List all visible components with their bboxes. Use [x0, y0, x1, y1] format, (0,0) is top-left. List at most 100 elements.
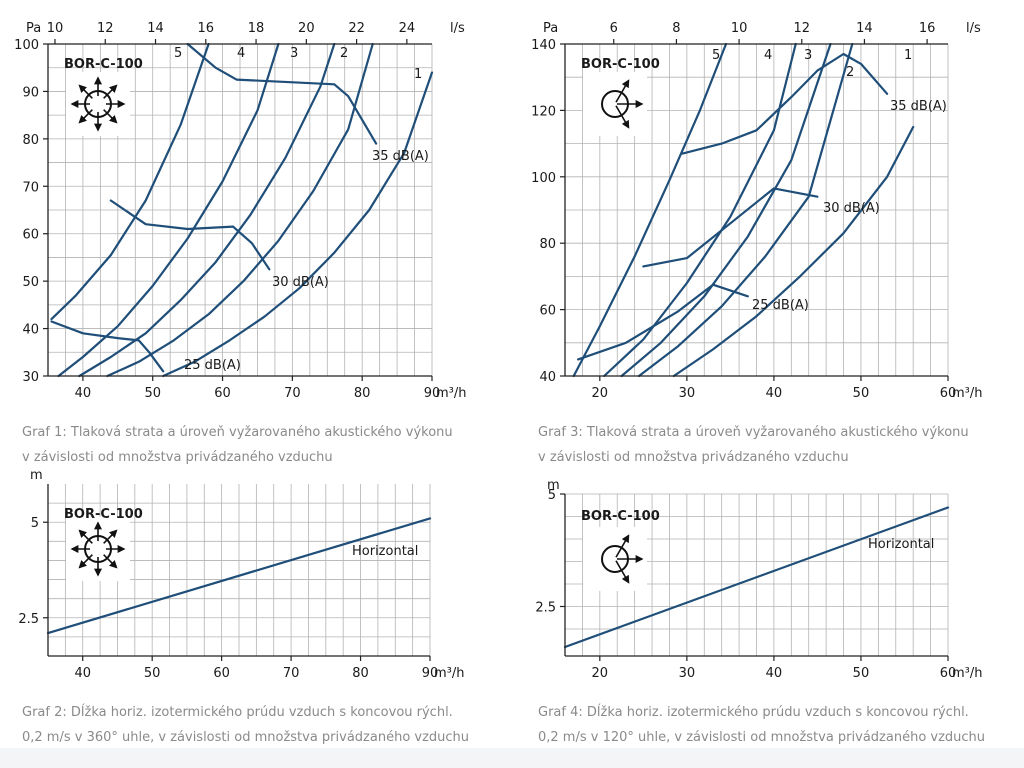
graf3-y-tick-label: 80	[539, 237, 556, 252]
graf3-x2-axis-label: l/s	[966, 21, 981, 36]
graf3-arrow-0	[615, 79, 630, 103]
graf1-y-tick-label: 80	[22, 133, 39, 148]
graf1-y-tick-label: 90	[22, 85, 39, 100]
graf1-y-tick-label: 50	[22, 275, 39, 290]
graf3-y-tick-label: 40	[539, 370, 556, 385]
graf2-y-tick-label: 5	[31, 516, 39, 531]
graf2-arrow-5	[78, 529, 93, 544]
graf4-x-axis-label: m³/h	[952, 666, 983, 681]
caption-graf3-line1: Graf 3: Tlaková strata a úroveň vyžarova…	[538, 425, 969, 440]
graf3-series-3	[603, 42, 797, 378]
graf3-annotation: 35 dB(A)	[890, 99, 947, 114]
graf2-arrow-3	[78, 554, 93, 569]
caption-graf2-line2: 0,2 m/s v 360° uhle, v závislosti od mno…	[22, 730, 470, 745]
graf3-series-6	[642, 187, 819, 268]
graf1-y-axis-label: Pa	[26, 21, 41, 36]
graf2-product-label: BOR-C-100	[64, 507, 143, 522]
graf3-x2-tick-label: 12	[793, 21, 810, 36]
graf2-y-axis-label: m	[30, 468, 43, 483]
graf3-annotation: 2	[846, 65, 854, 80]
graf3-y-tick-label: 120	[531, 104, 556, 119]
graf2-x-tick-label: 70	[283, 666, 300, 681]
graf1-series-5	[109, 199, 235, 231]
graf1-x2-tick-label: 14	[147, 21, 164, 36]
graf1-x-tick-label: 50	[144, 386, 161, 401]
graf4-arrow-2	[615, 560, 630, 584]
graf2-arrow-7	[103, 529, 118, 544]
graf1-x2-tick-label: 16	[198, 21, 215, 36]
graf1-y-tick-label: 70	[22, 180, 39, 195]
graf1-x2-tick-label: 10	[47, 21, 64, 36]
graf1-series-7	[186, 42, 378, 145]
graf1-annotation: 4	[237, 46, 245, 61]
graf1-x-axis-label: m³/h	[436, 386, 467, 401]
diffuser-arrows-360-icon	[66, 517, 130, 581]
graf1-arrow-5	[78, 84, 93, 99]
graf4-series-0	[563, 506, 950, 649]
graf2-x-tick-label: 60	[213, 666, 230, 681]
graf3-x-tick-label: 40	[766, 386, 783, 401]
graf3-x-tick-label: 60	[940, 386, 957, 401]
graf1-annotation: 5	[174, 46, 182, 61]
graf1-series-3	[57, 42, 280, 378]
graf1-x2-tick-label: 18	[248, 21, 265, 36]
graf3-product-label: BOR-C-100	[581, 57, 660, 72]
graf3-series-7	[576, 283, 749, 361]
graf1-annotation: 30 dB(A)	[272, 275, 329, 290]
graf1-series-6	[231, 225, 271, 271]
graf3-series-2	[620, 42, 832, 378]
diffuser-arrows-360-icon	[66, 72, 130, 136]
graf2-x-tick-label: 90	[422, 666, 439, 681]
graf3-x-axis-label: m³/h	[952, 386, 983, 401]
graf1-annotation: 1	[414, 67, 422, 82]
graf3-series-1	[637, 42, 854, 378]
caption-graf4-line1: Graf 4: Dĺžka horiz. izotermického prúdu…	[538, 705, 969, 720]
graf4-x-tick-label: 60	[940, 666, 957, 681]
graf3-annotation: 25 dB(A)	[752, 298, 809, 313]
caption-graf3-line2: v závislosti od množstva privádzaného vz…	[538, 450, 849, 465]
graf1-x-tick-label: 70	[284, 386, 301, 401]
graf3-series-0	[672, 125, 915, 378]
caption-graf4: Graf 4: Dĺžka horiz. izotermického prúdu…	[538, 700, 985, 750]
graf1-arrow-7	[103, 84, 118, 99]
graf1-annotation: 2	[340, 46, 348, 61]
graf1-annotation: 35 dB(A)	[372, 149, 429, 164]
graf4-x-tick-label: 30	[679, 666, 696, 681]
graf4-product-label: BOR-C-100	[581, 509, 660, 524]
graf1-arrow-3	[78, 109, 93, 124]
graf2-x-tick-label: 40	[74, 666, 91, 681]
graf3-x2-tick-label: 8	[672, 21, 680, 36]
graf1-y-tick-label: 40	[22, 323, 39, 338]
graf3-x2-tick-label: 16	[919, 21, 936, 36]
graf1-series-8	[50, 320, 165, 373]
graf1-x2-tick-label: 20	[298, 21, 315, 36]
graf3-x-tick-label: 50	[853, 386, 870, 401]
caption-graf1-line2: v závislosti od množstva privádzaného vz…	[22, 450, 333, 465]
graf2-annotation: Horizontal	[352, 544, 418, 559]
graf1-x-tick-label: 90	[424, 386, 441, 401]
caption-graf1: Graf 1: Tlaková strata a úroveň vyžarova…	[22, 420, 453, 470]
graf3-series-4	[572, 42, 728, 378]
graf1-x2-axis-label: l/s	[450, 21, 465, 36]
graf4-y-tick-label: 5	[548, 488, 556, 503]
graf1-x2-tick-label: 22	[348, 21, 365, 36]
graf3-x2-tick-label: 14	[856, 21, 873, 36]
caption-graf2: Graf 2: Dĺžka horiz. izotermického prúdu…	[22, 700, 469, 750]
graf3-arrow-2	[615, 105, 630, 129]
graf3-x2-tick-label: 6	[610, 21, 618, 36]
graf1-y-tick-label: 100	[14, 38, 39, 53]
graf3-annotation: 5	[712, 48, 720, 63]
graf3-annotation: 30 dB(A)	[823, 201, 880, 216]
diffuser-arrows-120-icon	[583, 527, 647, 591]
graf1-series-0	[162, 71, 434, 378]
graf1-series-4	[50, 42, 210, 321]
graf3-x-tick-label: 30	[679, 386, 696, 401]
graf1-x2-tick-label: 24	[399, 21, 416, 36]
graf3-y-tick-label: 100	[531, 171, 556, 186]
graf3-annotation: 3	[804, 48, 812, 63]
caption-graf2-line1: Graf 2: Dĺžka horiz. izotermického prúdu…	[22, 705, 453, 720]
graf2-series-0	[46, 517, 432, 635]
graf1-x-tick-label: 60	[214, 386, 231, 401]
